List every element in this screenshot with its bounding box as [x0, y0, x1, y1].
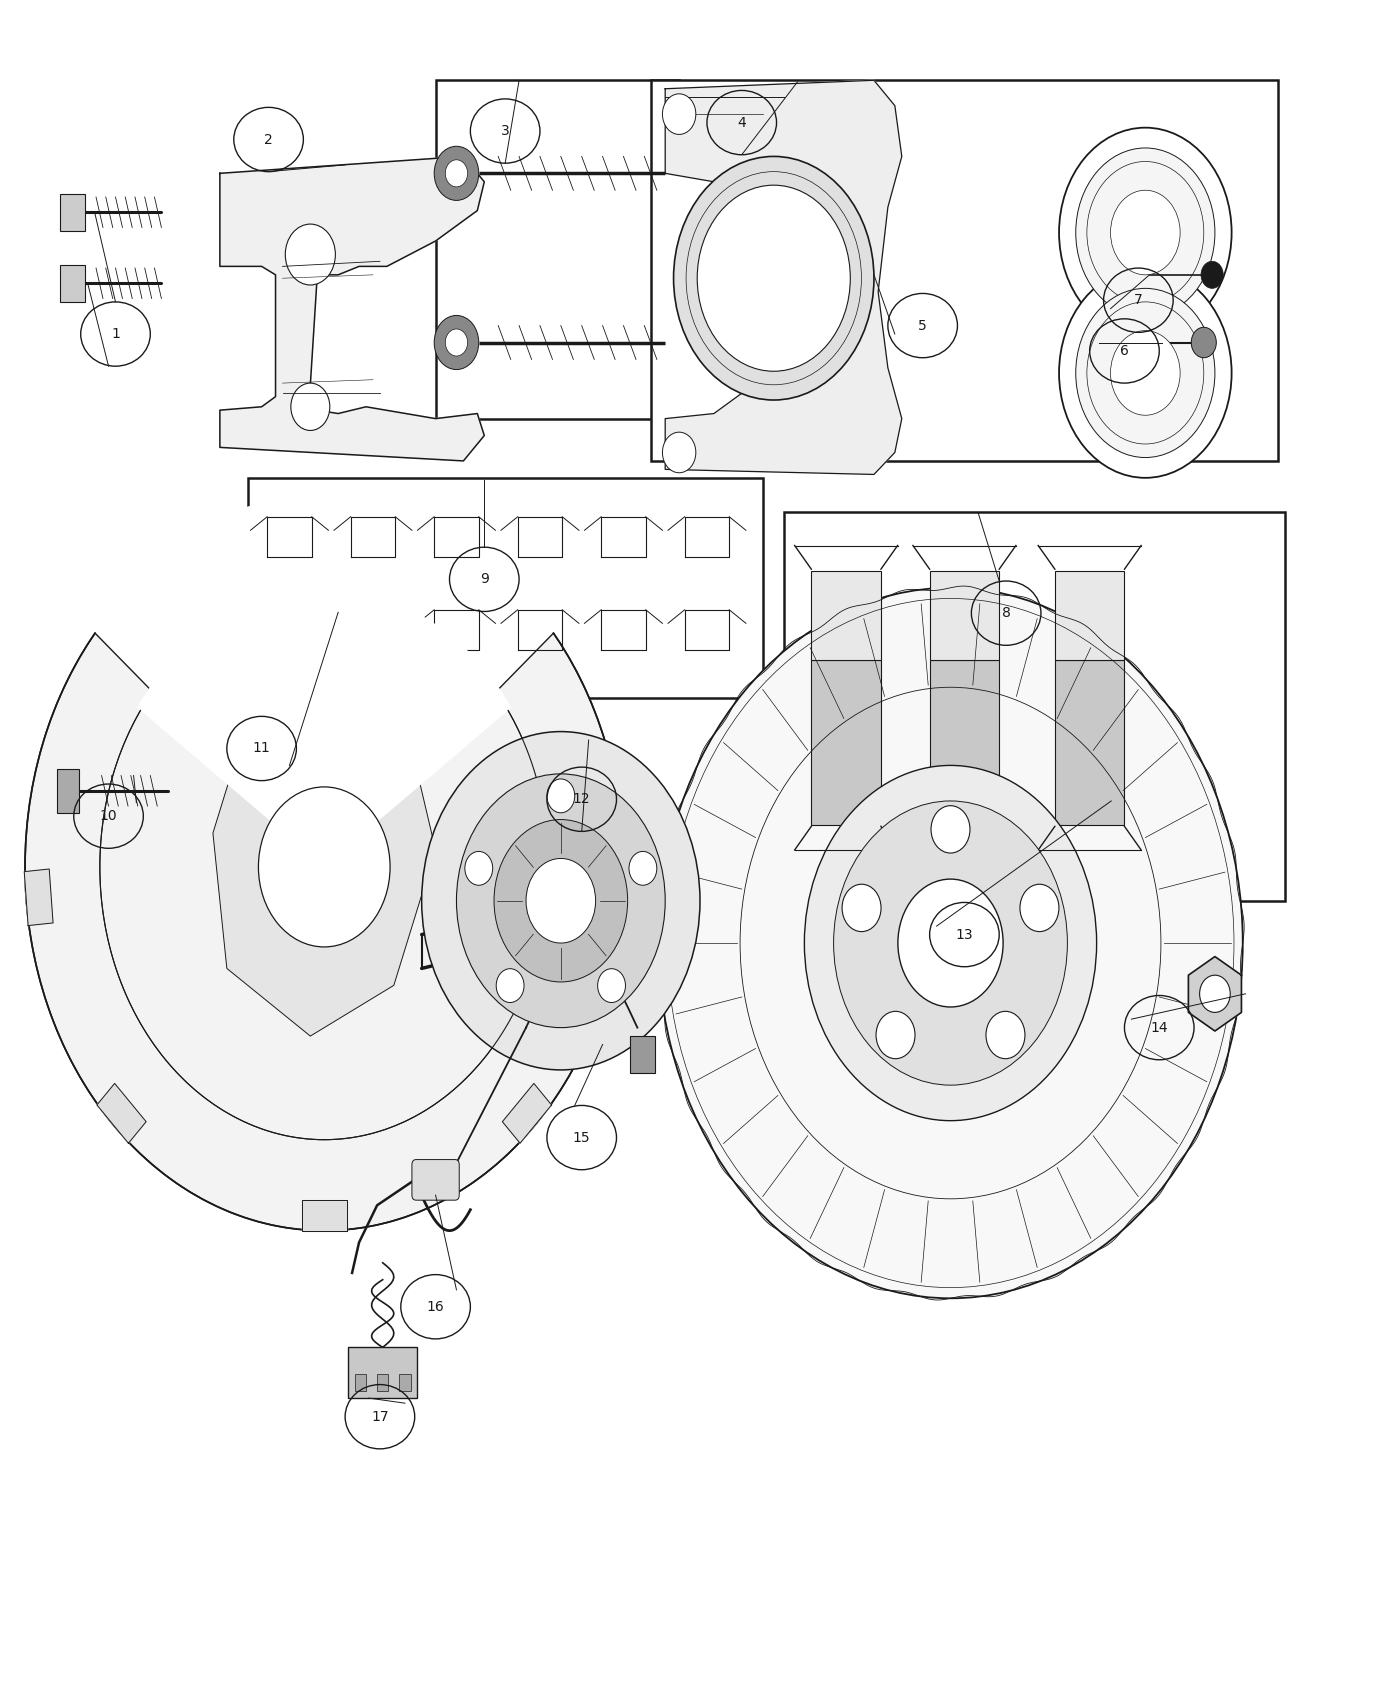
Polygon shape	[1189, 957, 1242, 1030]
Polygon shape	[665, 80, 902, 474]
Text: 14: 14	[1151, 1020, 1168, 1035]
Polygon shape	[213, 665, 435, 1035]
Text: 9: 9	[480, 573, 489, 586]
Polygon shape	[220, 156, 484, 461]
Circle shape	[526, 858, 595, 944]
Polygon shape	[503, 1083, 552, 1142]
Text: 1: 1	[111, 326, 120, 342]
Circle shape	[876, 1012, 916, 1059]
Circle shape	[658, 588, 1243, 1299]
Circle shape	[1191, 328, 1217, 357]
Text: 10: 10	[99, 809, 118, 823]
Bar	[354, 1374, 365, 1391]
Circle shape	[286, 224, 336, 286]
Circle shape	[673, 156, 874, 400]
Circle shape	[1058, 269, 1232, 478]
Text: 16: 16	[427, 1300, 444, 1314]
Bar	[60, 194, 85, 231]
Circle shape	[662, 432, 696, 473]
Bar	[812, 660, 881, 824]
Text: 17: 17	[371, 1409, 389, 1423]
Text: 4: 4	[738, 116, 746, 129]
Text: 5: 5	[918, 318, 927, 333]
Bar	[1054, 571, 1124, 660]
Bar	[399, 1374, 410, 1391]
Polygon shape	[302, 1200, 347, 1231]
Circle shape	[445, 160, 468, 187]
Circle shape	[629, 852, 657, 886]
Text: 11: 11	[253, 741, 270, 755]
Bar	[784, 512, 1285, 901]
Circle shape	[662, 94, 696, 134]
Wedge shape	[137, 590, 511, 867]
Circle shape	[1075, 148, 1215, 318]
Circle shape	[1200, 976, 1231, 1013]
Text: 3: 3	[501, 124, 510, 138]
Circle shape	[291, 382, 330, 430]
Circle shape	[1021, 884, 1058, 932]
Bar	[60, 265, 85, 303]
Circle shape	[897, 879, 1004, 1006]
Polygon shape	[595, 869, 624, 925]
Bar	[812, 571, 881, 660]
Circle shape	[445, 330, 468, 355]
Circle shape	[931, 806, 970, 853]
Text: 8: 8	[1002, 607, 1011, 620]
FancyBboxPatch shape	[412, 1159, 459, 1200]
Circle shape	[494, 819, 627, 983]
Polygon shape	[97, 1083, 146, 1142]
Circle shape	[1075, 289, 1215, 457]
Polygon shape	[24, 869, 53, 925]
Bar	[651, 80, 1278, 461]
Text: 15: 15	[573, 1130, 591, 1144]
Circle shape	[1110, 190, 1180, 275]
Bar	[377, 1374, 388, 1391]
Circle shape	[598, 969, 626, 1003]
Circle shape	[1058, 128, 1232, 337]
Circle shape	[1201, 262, 1224, 289]
Bar	[57, 768, 80, 813]
Text: 7: 7	[1134, 292, 1142, 308]
Circle shape	[496, 969, 524, 1003]
Bar	[248, 478, 763, 697]
Circle shape	[833, 801, 1067, 1085]
Text: 12: 12	[573, 792, 591, 806]
Circle shape	[456, 774, 665, 1027]
Wedge shape	[90, 495, 559, 867]
Circle shape	[434, 316, 479, 369]
Circle shape	[1110, 332, 1180, 415]
Text: 2: 2	[265, 133, 273, 146]
Bar	[630, 1035, 655, 1073]
Circle shape	[259, 787, 391, 947]
Bar	[930, 660, 1000, 824]
Circle shape	[547, 779, 575, 813]
Text: 13: 13	[956, 928, 973, 942]
Bar	[349, 1348, 417, 1397]
Circle shape	[25, 503, 623, 1231]
Circle shape	[465, 852, 493, 886]
Circle shape	[986, 1012, 1025, 1059]
Circle shape	[434, 146, 479, 201]
Circle shape	[841, 884, 881, 932]
Bar	[1054, 660, 1124, 824]
Bar	[930, 571, 1000, 660]
Circle shape	[697, 185, 850, 371]
Circle shape	[805, 765, 1096, 1120]
Circle shape	[421, 731, 700, 1069]
Text: 6: 6	[1120, 343, 1128, 359]
Bar	[435, 80, 679, 418]
